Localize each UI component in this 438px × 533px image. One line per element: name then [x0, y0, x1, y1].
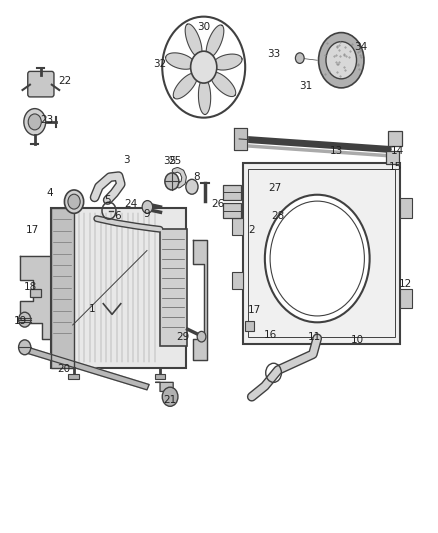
Text: 13: 13	[329, 146, 343, 156]
Bar	[68, 374, 79, 379]
Bar	[232, 217, 243, 235]
Polygon shape	[185, 24, 202, 57]
Text: 34: 34	[354, 43, 367, 52]
Text: 25: 25	[168, 156, 181, 166]
Text: 35: 35	[163, 156, 177, 166]
Text: 5: 5	[104, 195, 111, 205]
Polygon shape	[173, 73, 197, 99]
Circle shape	[28, 114, 41, 130]
Text: 29: 29	[177, 332, 190, 342]
Polygon shape	[193, 240, 207, 360]
Text: 21: 21	[163, 395, 177, 406]
Circle shape	[326, 42, 357, 79]
Text: 17: 17	[248, 305, 261, 315]
Bar	[223, 203, 241, 218]
Circle shape	[18, 340, 31, 355]
Text: 22: 22	[59, 77, 72, 86]
Text: 18: 18	[24, 282, 37, 292]
Text: 26: 26	[212, 199, 225, 209]
Text: 16: 16	[264, 329, 277, 340]
Polygon shape	[211, 72, 236, 96]
Polygon shape	[155, 382, 173, 391]
Bar	[155, 374, 165, 379]
Text: 24: 24	[124, 199, 138, 209]
Text: 27: 27	[268, 183, 282, 193]
Circle shape	[318, 33, 364, 88]
Text: 4: 4	[46, 188, 53, 198]
Bar	[51, 208, 186, 368]
Bar	[400, 198, 413, 217]
Text: 1: 1	[89, 304, 95, 314]
Text: 3: 3	[123, 155, 130, 165]
Text: 19: 19	[14, 316, 27, 326]
Text: 9: 9	[144, 209, 150, 220]
Text: 2: 2	[248, 225, 255, 236]
FancyBboxPatch shape	[28, 71, 54, 97]
Polygon shape	[206, 25, 224, 58]
Bar	[248, 169, 395, 337]
Text: 20: 20	[57, 364, 71, 374]
Text: 33: 33	[267, 49, 280, 59]
Bar	[245, 321, 254, 332]
Text: 14: 14	[391, 146, 404, 156]
Circle shape	[64, 190, 84, 213]
Bar	[386, 151, 399, 164]
Text: 31: 31	[299, 81, 312, 91]
Bar	[223, 184, 241, 199]
Circle shape	[295, 53, 304, 63]
Polygon shape	[21, 346, 149, 390]
Text: 10: 10	[351, 335, 364, 345]
Text: 28: 28	[271, 211, 285, 221]
Polygon shape	[213, 54, 242, 70]
Text: 11: 11	[307, 332, 321, 342]
Bar	[51, 208, 74, 368]
Polygon shape	[20, 256, 51, 339]
Text: 23: 23	[40, 115, 53, 125]
Circle shape	[165, 173, 179, 190]
Bar	[232, 272, 243, 289]
Bar	[243, 163, 400, 344]
Circle shape	[197, 332, 206, 342]
Text: 12: 12	[399, 279, 413, 288]
Bar	[160, 229, 187, 346]
Text: 32: 32	[153, 60, 167, 69]
Bar	[389, 132, 402, 147]
Text: 15: 15	[389, 161, 403, 172]
Text: 6: 6	[114, 211, 121, 221]
Text: 17: 17	[25, 225, 39, 236]
Circle shape	[191, 51, 217, 83]
Circle shape	[18, 312, 31, 327]
Bar	[400, 289, 413, 308]
Circle shape	[142, 200, 152, 213]
Circle shape	[186, 179, 198, 194]
Polygon shape	[234, 128, 247, 150]
Polygon shape	[166, 53, 195, 69]
Circle shape	[162, 387, 178, 406]
Circle shape	[265, 195, 370, 322]
Circle shape	[68, 194, 80, 209]
Text: 8: 8	[193, 172, 200, 182]
Bar	[30, 289, 41, 297]
Polygon shape	[198, 78, 211, 115]
Text: 30: 30	[197, 22, 210, 33]
Circle shape	[24, 109, 46, 135]
